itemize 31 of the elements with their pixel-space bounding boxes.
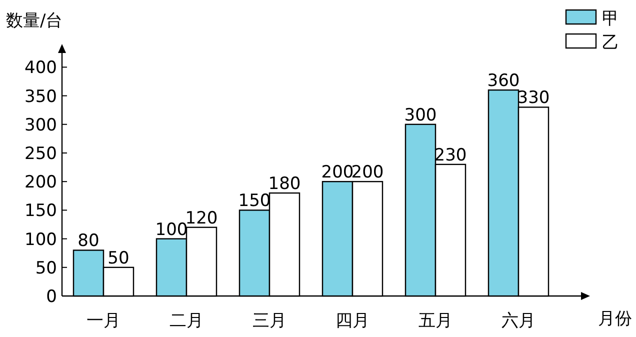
y-tick-label: 0 — [46, 287, 57, 307]
y-tick-label: 350 — [24, 86, 57, 107]
x-tick-label: 四月 — [336, 311, 370, 331]
data-label: 150 — [238, 191, 271, 212]
data-label: 50 — [108, 248, 130, 268]
data-label: 360 — [487, 71, 520, 92]
data-label: 180 — [268, 174, 301, 194]
data-label: 200 — [321, 162, 354, 183]
legend-label: 甲 — [602, 9, 619, 29]
data-label: 230 — [434, 145, 467, 166]
x-tick-label: 一月 — [86, 311, 120, 331]
y-tick-label: 300 — [24, 115, 57, 136]
data-label: 330 — [517, 88, 550, 108]
legend-label: 乙 — [602, 33, 619, 53]
x-tick-label: 六月 — [502, 311, 536, 331]
y-tick-label: 200 — [24, 172, 57, 193]
x-tick-label: 五月 — [418, 311, 452, 331]
data-label: 80 — [78, 231, 100, 252]
y-tick-label: 50 — [35, 258, 57, 278]
y-tick-label: 100 — [24, 230, 57, 250]
x-tick-label: 二月 — [170, 311, 204, 331]
y-tick-label: 400 — [24, 58, 57, 78]
x-axis-title: 月份 — [598, 309, 632, 329]
y-axis-title: 数量/台 — [6, 11, 63, 31]
y-tick-label: 150 — [24, 201, 57, 222]
data-label: 300 — [404, 105, 437, 126]
data-label: 200 — [351, 162, 384, 183]
data-label: 100 — [155, 220, 188, 240]
y-tick-label: 250 — [24, 144, 57, 164]
x-tick-label: 三月 — [252, 311, 286, 331]
data-label: 120 — [185, 208, 218, 228]
